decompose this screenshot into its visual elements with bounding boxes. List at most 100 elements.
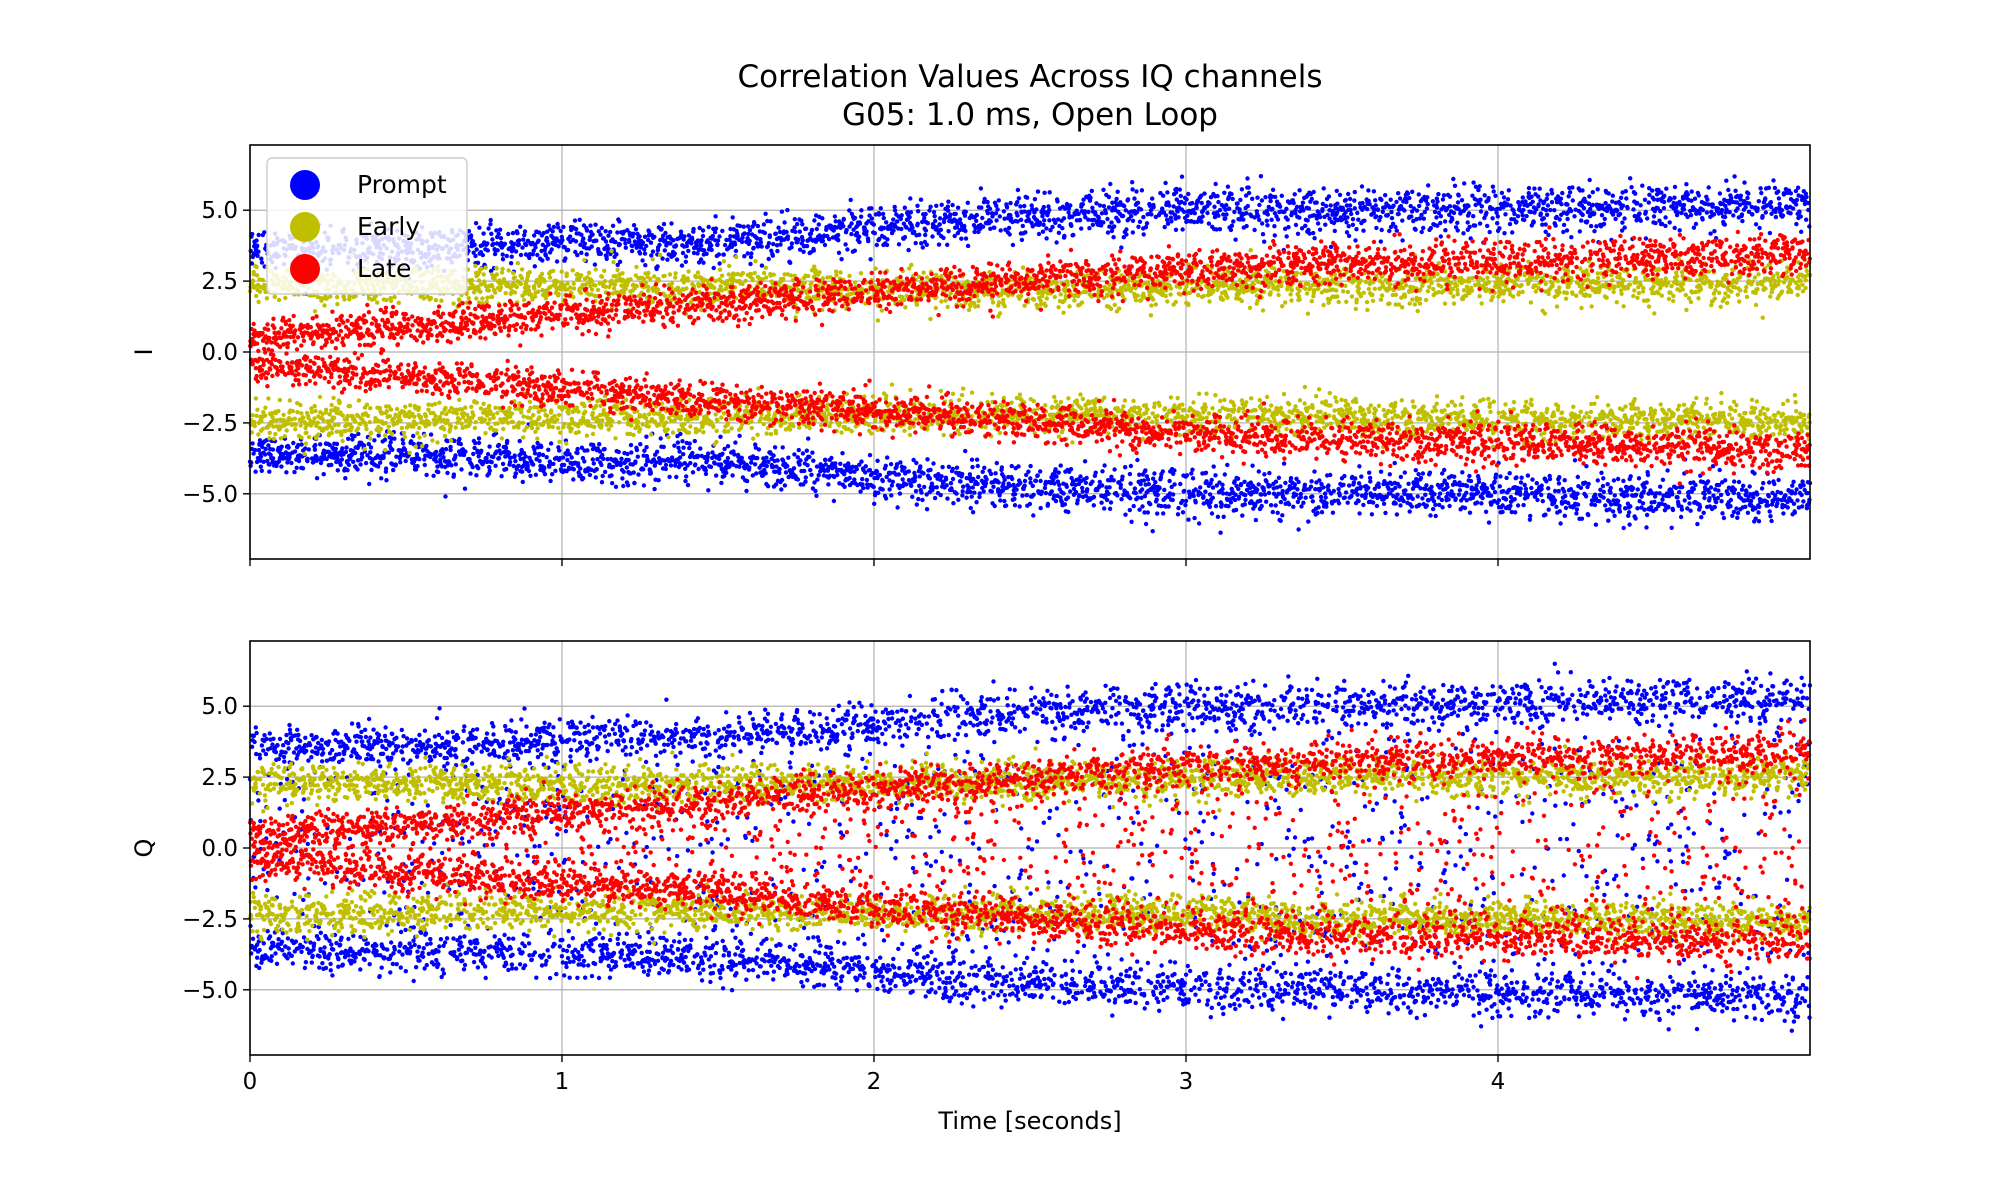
data-point [1640, 184, 1644, 188]
data-point [1498, 484, 1502, 488]
data-point [1625, 493, 1629, 497]
data-point [254, 238, 258, 242]
data-point [623, 241, 627, 245]
data-point [1257, 203, 1261, 207]
data-point [1348, 197, 1352, 201]
data-point [792, 466, 796, 470]
data-point [1106, 230, 1110, 234]
data-point [1061, 491, 1065, 495]
data-point [1142, 232, 1146, 236]
data-point [543, 472, 547, 476]
data-point [746, 232, 750, 236]
data-point [301, 466, 305, 470]
data-point [1004, 503, 1008, 507]
data-point [881, 487, 885, 491]
data-point [717, 261, 721, 265]
data-point [551, 229, 555, 233]
data-point [1611, 509, 1615, 513]
data-point [963, 214, 967, 218]
data-point [1301, 208, 1305, 212]
data-point [978, 491, 982, 495]
data-point [1562, 489, 1566, 493]
data-point [514, 249, 518, 253]
data-point [989, 472, 993, 476]
data-point [836, 233, 840, 237]
data-point [257, 233, 261, 237]
data-point [1647, 200, 1651, 204]
data-point [531, 462, 535, 466]
data-point [581, 476, 585, 480]
data-point [486, 452, 490, 456]
data-point [1044, 491, 1048, 495]
data-point [1247, 191, 1251, 195]
data-point [1337, 501, 1341, 505]
data-point [1658, 209, 1662, 213]
data-point [1264, 500, 1268, 504]
data-point [1769, 519, 1773, 523]
data-point [1100, 483, 1104, 487]
data-point [1129, 520, 1133, 524]
data-point [1381, 210, 1385, 214]
data-point [343, 476, 347, 480]
data-point [1718, 468, 1722, 472]
data-point [533, 264, 537, 268]
data-point [1373, 198, 1377, 202]
data-point [387, 450, 391, 454]
data-point [1558, 509, 1562, 513]
data-point [1600, 213, 1604, 217]
data-point [1124, 232, 1128, 236]
data-point [1393, 461, 1397, 465]
data-point [1028, 476, 1032, 480]
data-point [1240, 187, 1244, 191]
data-point [1017, 196, 1021, 200]
data-point [1776, 189, 1780, 193]
data-point [1780, 208, 1784, 212]
data-point [1184, 499, 1188, 503]
data-point [838, 462, 842, 466]
data-point [1521, 208, 1525, 212]
data-point [444, 447, 448, 451]
data-point [608, 230, 612, 234]
data-point [1587, 482, 1591, 486]
data-point [1132, 196, 1136, 200]
data-point [632, 470, 636, 474]
data-point [1312, 190, 1316, 194]
data-point [1090, 206, 1094, 210]
data-point [1349, 494, 1353, 498]
data-point [431, 474, 435, 478]
data-point [255, 244, 259, 248]
data-point [1185, 473, 1189, 477]
data-point [1616, 477, 1620, 481]
data-point [1394, 501, 1398, 505]
data-point [754, 471, 758, 475]
data-point [1359, 474, 1363, 478]
data-point [1532, 186, 1536, 190]
data-point [1639, 219, 1643, 223]
data-point [1366, 486, 1370, 490]
data-point [1403, 470, 1407, 474]
data-point [961, 485, 965, 489]
data-point [390, 448, 394, 452]
data-point [701, 228, 705, 232]
data-point [1229, 500, 1233, 504]
data-point [1025, 493, 1029, 497]
data-point [798, 458, 802, 462]
data-point [1539, 493, 1543, 497]
data-point [826, 482, 830, 486]
data-point [805, 463, 809, 467]
data-point [259, 465, 263, 469]
data-point [902, 466, 906, 470]
data-point [1208, 505, 1212, 509]
data-point [638, 442, 642, 446]
data-point [1480, 204, 1484, 208]
data-point [1516, 214, 1520, 218]
data-point [771, 453, 775, 457]
data-point [976, 475, 980, 479]
data-point [1504, 476, 1508, 480]
data-point [539, 445, 543, 449]
data-point [849, 221, 853, 225]
data-point [1548, 477, 1552, 481]
data-point [1732, 479, 1736, 483]
data-point [913, 475, 917, 479]
data-point [513, 453, 517, 457]
